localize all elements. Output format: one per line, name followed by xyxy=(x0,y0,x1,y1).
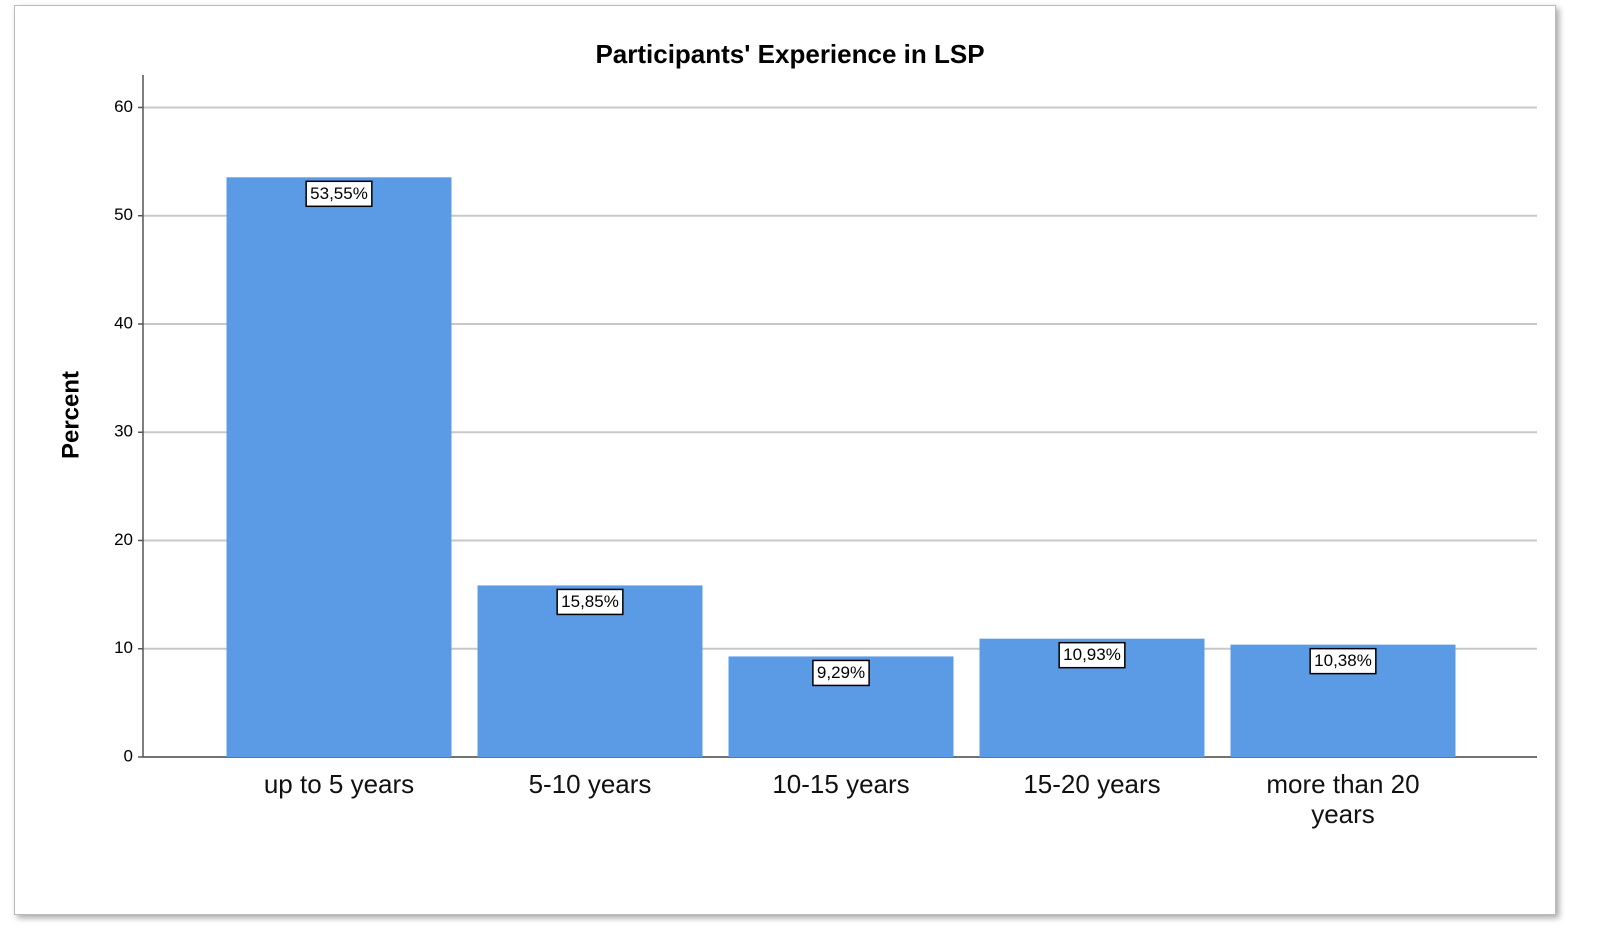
value-label: 53,55% xyxy=(310,184,368,203)
y-axis-label: Percent xyxy=(57,371,84,459)
x-tick-label: more than 20 years xyxy=(1266,769,1420,829)
value-label: 10,93% xyxy=(1063,645,1121,664)
value-label-box xyxy=(305,180,373,208)
bar xyxy=(226,177,452,758)
y-tick-label: 50 xyxy=(114,205,133,224)
x-tick-label: 10-15 years xyxy=(772,769,910,799)
x-tick-label: 5-10 years xyxy=(528,769,652,799)
y-tick-label: 30 xyxy=(114,422,133,441)
y-tick-label: 20 xyxy=(114,530,133,549)
y-tick-label: 10 xyxy=(114,638,133,657)
value-label-box xyxy=(1309,647,1377,675)
x-tick-label: up to 5 years xyxy=(263,769,415,799)
value-label-box xyxy=(812,659,870,687)
chart-title: Participants' Experience in LSP xyxy=(595,39,984,69)
x-tick-label: 15-20 years xyxy=(1023,769,1161,799)
value-label: 10,38% xyxy=(1314,651,1372,670)
value-label: 15,85% xyxy=(561,592,619,611)
y-tick-label: 40 xyxy=(114,313,133,332)
y-tick-label: 60 xyxy=(114,97,133,116)
y-tick-label: 0 xyxy=(124,746,133,765)
value-label: 9,29% xyxy=(817,663,865,682)
value-label-box xyxy=(556,588,624,616)
value-label-box xyxy=(1058,641,1126,669)
